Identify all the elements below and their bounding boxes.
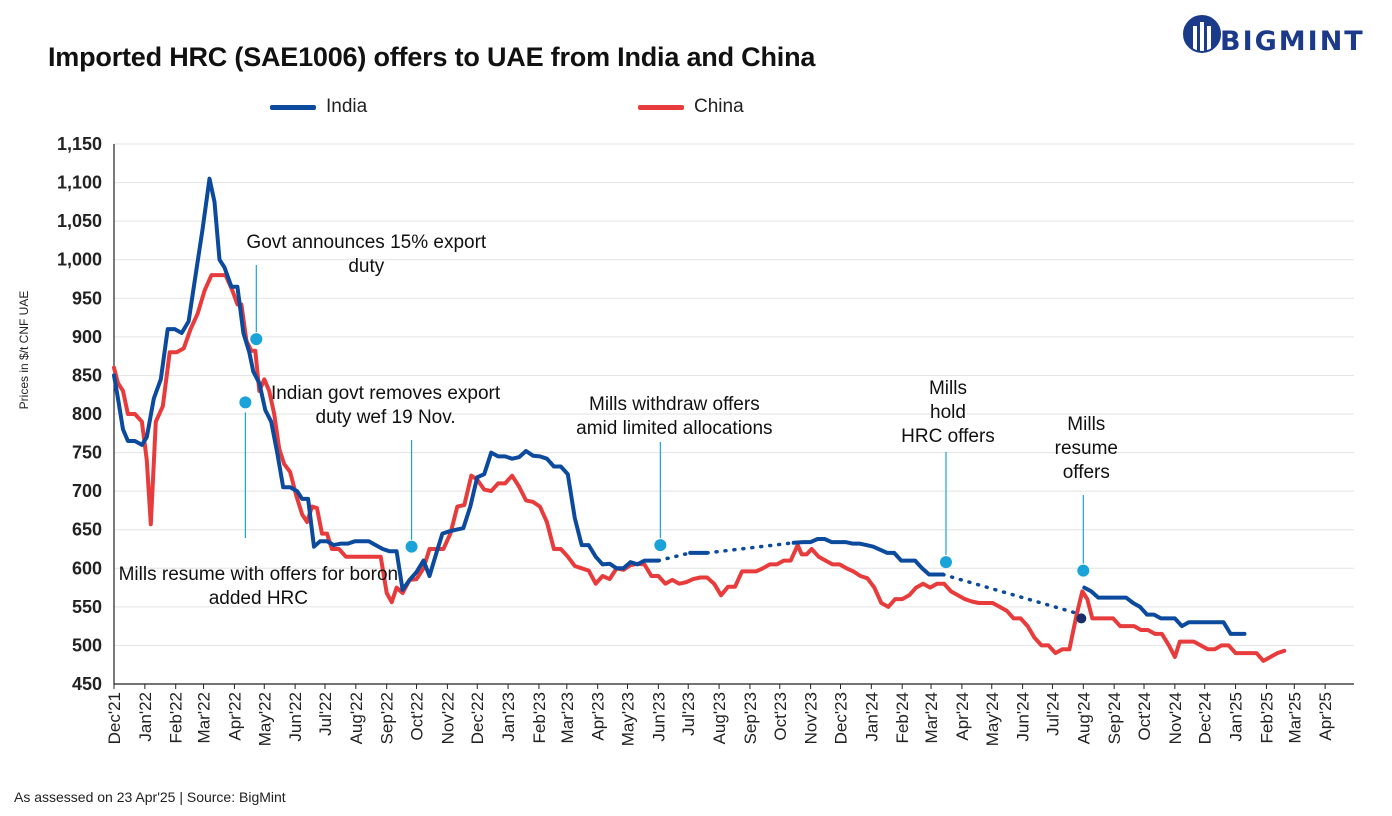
y-tick-label: 1,050 [57, 211, 102, 231]
line-chart: 450 500 550 600 650 700 750 800 850 900 950 1,000 1,… [17, 134, 1354, 746]
y-tick-label: 850 [72, 365, 102, 385]
x-tick-label: Apr'23 [589, 692, 608, 741]
annotation-marker [250, 333, 263, 346]
x-tick-label: Apr'22 [225, 692, 244, 741]
legend-item-india: India [270, 96, 367, 118]
x-tick-label: Oct'24 [1135, 692, 1154, 741]
legend-item-china: China [638, 96, 744, 118]
y-tick-label: 700 [72, 481, 102, 501]
annotation-text: Mills [1067, 414, 1105, 435]
x-tick-label: Jun'24 [1014, 692, 1033, 742]
x-tick-label: Sep'22 [378, 692, 397, 744]
x-tick-label: Aug'22 [347, 692, 366, 744]
x-tick-label: Nov'22 [438, 692, 457, 744]
series-line-india [112, 176, 661, 592]
x-tick-label: Jan'25 [1227, 692, 1246, 742]
annotation-text: duty [348, 256, 384, 277]
legend-label-china: China [694, 96, 744, 117]
x-tick-label: Dec'22 [468, 692, 487, 744]
annotation-marker [405, 540, 418, 553]
annotation-text: Mills [929, 378, 967, 399]
x-tick-label: Feb'23 [530, 692, 549, 743]
x-tick-label: Apr'25 [1316, 692, 1335, 741]
y-axis-label: Prices in $/t CNF UAE [17, 291, 31, 410]
x-tick-label: May'23 [619, 692, 638, 746]
source-footer: As assessed on 23 Apr'25 | Source: BigMi… [14, 789, 286, 805]
x-tick-label: Jul'22 [316, 692, 335, 736]
x-tick-label: Oct'22 [408, 692, 427, 741]
y-tick-label: 900 [72, 327, 102, 347]
series-line-india [1082, 585, 1247, 636]
series-line-india [791, 537, 945, 577]
x-tick-label: Dec'21 [105, 692, 124, 744]
x-tick-label: Jun'23 [649, 692, 668, 742]
series-line-india-gap [705, 541, 796, 555]
x-tick-label: Mar'24 [922, 692, 941, 743]
annotation-marker [1077, 564, 1090, 577]
x-tick-label: Feb'24 [893, 692, 912, 743]
x-tick-label: May'24 [983, 692, 1002, 746]
annotation-text: Mills resume with offers for boron [119, 564, 398, 585]
x-tick-label: Jun'22 [286, 692, 305, 742]
annotation-text: Indian govt removes export [271, 383, 501, 404]
x-tick-label: Mar'23 [558, 692, 577, 743]
x-tick-label: Dec'23 [831, 692, 850, 744]
x-tick-label: Sep'24 [1105, 692, 1124, 744]
x-tick-label: Nov'24 [1166, 692, 1185, 744]
y-tick-label: 1,100 [57, 173, 102, 193]
x-tick-label: Mar'25 [1285, 692, 1304, 743]
bigmint-logo-icon [1183, 15, 1221, 53]
x-tick-label: Dec'24 [1196, 692, 1215, 744]
annotation-text: HRC offers [901, 426, 995, 447]
x-tick-label: Feb'25 [1257, 692, 1276, 743]
x-tick-label: Apr'24 [953, 692, 972, 741]
x-tick-label: Jul'23 [679, 692, 698, 736]
series-line-india-gap [656, 551, 692, 563]
y-tick-label: 1,150 [57, 134, 102, 154]
x-tick-label: Aug'24 [1074, 692, 1093, 744]
india-resume-marker [1076, 613, 1087, 624]
y-tick-label: 1,000 [57, 250, 102, 270]
y-tick-label: 750 [72, 443, 102, 463]
y-tick-label: 650 [72, 520, 102, 540]
annotation-text: duty wef 19 Nov. [316, 407, 456, 428]
x-tick-label: Sep'23 [741, 692, 760, 744]
x-tick-label: Jan'23 [499, 692, 518, 742]
x-tick-label: Jan'24 [862, 692, 881, 742]
x-tick-label: May'22 [255, 692, 274, 746]
legend-label-india: India [326, 96, 368, 117]
annotation-text: Govt announces 15% export [246, 232, 486, 253]
series-line-india-gap [941, 572, 1084, 617]
y-tick-label: 550 [72, 597, 102, 617]
annotation-marker [239, 396, 252, 409]
annotation-text: resume [1055, 438, 1118, 459]
x-tick-label: Mar'22 [195, 692, 214, 743]
x-tick-label: Aug'23 [710, 692, 729, 744]
annotation-text: hold [930, 402, 966, 423]
legend-swatch-india [270, 104, 316, 110]
legend-swatch-china [638, 104, 684, 110]
y-tick-label: 450 [72, 674, 102, 694]
annotation-text: offers [1063, 462, 1110, 483]
y-tick-label: 950 [72, 288, 102, 308]
annotation-marker [939, 556, 952, 569]
y-tick-label: 500 [72, 635, 102, 655]
series-line-china [112, 273, 1287, 663]
annotation-text: Mills withdraw offers [589, 394, 760, 415]
brand-name: BIGMINT [1220, 26, 1365, 57]
annotation-text: added HRC [209, 588, 308, 609]
y-tick-label: 600 [72, 558, 102, 578]
chart-title: Imported HRC (SAE1006) offers to UAE fro… [48, 42, 816, 72]
annotation-marker [654, 539, 667, 552]
legend: India China [0, 96, 1392, 124]
x-tick-label: Oct'23 [771, 692, 790, 741]
annotation-text: amid limited allocations [576, 418, 772, 439]
bigmint-logo [1180, 12, 1380, 64]
y-tick-label: 800 [72, 404, 102, 424]
x-tick-label: Feb'22 [167, 692, 186, 743]
x-tick-label: Jan'22 [136, 692, 155, 742]
x-tick-label: Jul'24 [1043, 692, 1062, 736]
x-tick-label: Nov'23 [802, 692, 821, 744]
